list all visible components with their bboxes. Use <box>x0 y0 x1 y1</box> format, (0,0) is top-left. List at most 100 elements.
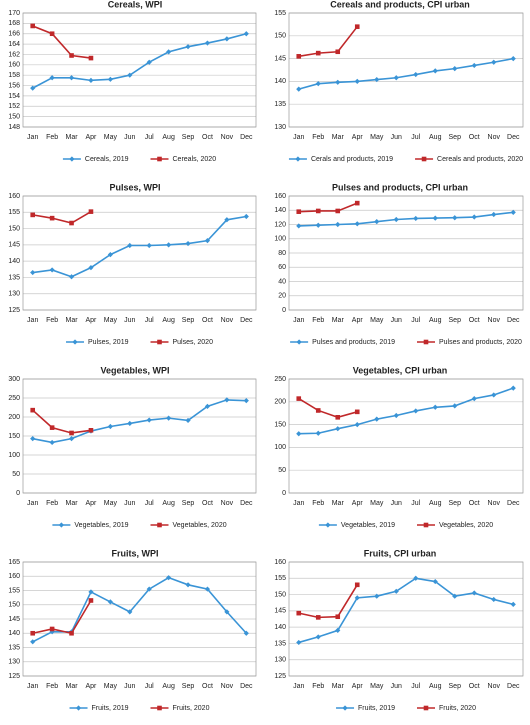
marker <box>30 407 36 413</box>
legend-label: Fruits, 2020 <box>173 705 210 712</box>
x-tick-label: Jun <box>124 134 135 141</box>
marker <box>49 425 55 430</box>
x-tick-label: Dec <box>507 317 520 324</box>
x-tick-label: Sep <box>182 317 195 324</box>
marker <box>30 269 36 276</box>
x-tick-label: Feb <box>46 500 58 507</box>
x-tick-label: Nov <box>488 500 501 507</box>
x-tick-label: Jun <box>124 317 135 324</box>
marker <box>296 339 302 345</box>
x-tick-label: Jul <box>411 500 420 507</box>
marker <box>166 49 172 55</box>
x-tick-label: Oct <box>469 134 480 141</box>
x-tick-label: Dec <box>240 683 253 690</box>
x-tick-label: Feb <box>312 683 324 690</box>
y-tick-label: 145 <box>274 55 286 62</box>
x-tick-label: Feb <box>312 317 324 324</box>
marker <box>296 209 302 214</box>
x-tick-label: Feb <box>46 317 58 324</box>
y-tick-label: 145 <box>274 608 286 615</box>
x-tick-label: May <box>370 500 384 507</box>
y-tick-label: 155 <box>274 575 286 582</box>
y-tick-label: 140 <box>274 624 286 631</box>
x-tick-label: Sep <box>182 683 195 690</box>
x-tick-label: Apr <box>86 134 98 141</box>
legend-label: Fruits, 2020 <box>439 705 476 712</box>
marker <box>49 75 55 81</box>
marker <box>393 75 399 81</box>
x-tick-label: Oct <box>202 500 213 507</box>
marker <box>185 44 191 50</box>
x-tick-label: Mar <box>332 134 345 141</box>
marker <box>296 610 302 616</box>
chart-title: Cereals and products, CPI urban <box>330 0 470 9</box>
y-tick-label: 166 <box>8 31 20 38</box>
series-line <box>32 25 92 59</box>
marker <box>224 217 230 223</box>
x-tick-label: Nov <box>488 683 501 690</box>
legend-label: Vegetables, 2019 <box>341 522 395 529</box>
x-tick-label: Aug <box>429 683 442 690</box>
x-tick-label: May <box>104 134 118 141</box>
x-tick-label: May <box>104 500 118 507</box>
x-tick-label: Aug <box>162 683 175 690</box>
marker <box>107 423 113 430</box>
x-tick-label: Apr <box>86 500 98 507</box>
y-tick-label: 130 <box>274 657 286 664</box>
x-tick-label: Jan <box>293 134 304 141</box>
marker <box>296 431 302 437</box>
plot-frame <box>22 195 257 311</box>
x-tick-label: Sep <box>182 134 195 141</box>
chart-title: Pulses, WPI <box>109 182 160 192</box>
x-tick-label: Feb <box>46 683 58 690</box>
marker <box>393 216 399 223</box>
marker <box>374 416 380 422</box>
marker <box>354 221 360 227</box>
legend-item: Fruits, 2019 <box>69 705 129 712</box>
marker <box>335 221 341 228</box>
series-line <box>298 202 358 213</box>
x-tick-label: Sep <box>182 500 195 507</box>
legend-item: Vegetables, 2020 <box>150 522 227 529</box>
x-tick-label: Nov <box>488 134 501 141</box>
marker <box>157 522 162 528</box>
marker <box>423 705 429 711</box>
x-tick-label: Oct <box>469 500 480 507</box>
y-tick-label: 250 <box>8 395 20 402</box>
y-tick-label: 250 <box>274 376 286 383</box>
x-tick-label: Jan <box>293 500 304 507</box>
x-tick-label: Dec <box>507 134 520 141</box>
series-line <box>32 600 92 635</box>
marker <box>315 408 321 413</box>
x-tick-label: Oct <box>469 317 480 324</box>
y-tick-label: 300 <box>8 376 20 383</box>
y-tick-label: 100 <box>274 236 286 243</box>
marker <box>315 430 321 436</box>
y-tick-label: 125 <box>274 673 286 680</box>
x-tick-label: Jan <box>27 317 38 324</box>
plot-frame <box>288 195 524 311</box>
marker <box>335 426 341 432</box>
legend-item: Cereals, 2019 <box>62 156 129 163</box>
marker <box>243 31 249 37</box>
marker <box>342 705 348 711</box>
y-tick-label: 152 <box>8 103 20 110</box>
y-tick-label: 150 <box>274 421 286 428</box>
y-tick-label: 148 <box>8 124 20 131</box>
x-tick-label: Dec <box>507 500 520 507</box>
legend-label: Vegetables, 2019 <box>74 522 128 529</box>
marker <box>166 415 172 421</box>
marker <box>335 208 341 214</box>
marker <box>69 220 74 226</box>
marker <box>296 396 302 401</box>
x-tick-label: Oct <box>202 317 213 324</box>
x-tick-label: Jul <box>411 134 420 141</box>
x-tick-label: Dec <box>240 317 253 324</box>
marker <box>68 75 75 81</box>
marker <box>315 634 321 640</box>
marker <box>58 522 64 528</box>
marker <box>393 588 399 594</box>
chart: Cereals and products, CPI urban 130 135 140… <box>274 0 524 163</box>
y-tick-label: 150 <box>8 602 20 609</box>
marker <box>127 242 133 249</box>
